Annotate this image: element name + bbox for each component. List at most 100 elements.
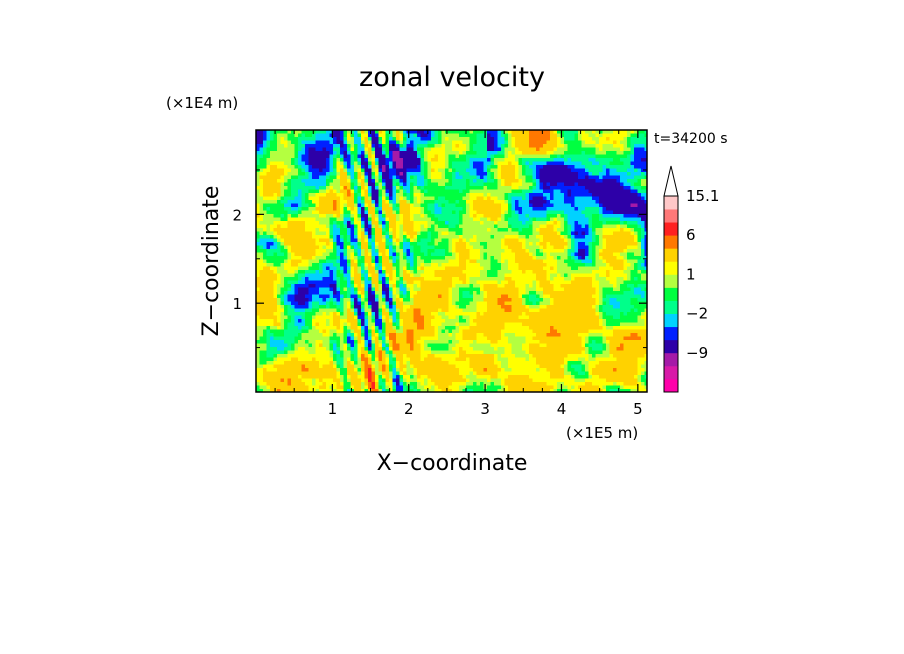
field-cell (340, 154, 344, 159)
field-cell (620, 301, 631, 306)
colorbar-label: −9 (686, 344, 708, 362)
field-cell (560, 231, 568, 236)
field-cell (287, 144, 295, 148)
field-cell (427, 189, 460, 194)
field-cell (336, 137, 341, 141)
field-cell (518, 238, 526, 243)
field-cell (315, 203, 320, 208)
field-cell (529, 315, 600, 320)
field-cell (375, 238, 383, 243)
field-cell (553, 221, 558, 225)
field-cell (298, 375, 302, 379)
colorbar-frame (663, 195, 679, 393)
field-cell (263, 266, 271, 271)
field-cell (420, 357, 425, 362)
field-cell (357, 294, 362, 299)
field-cell (343, 144, 348, 148)
field-cell (399, 182, 404, 187)
field-cell (270, 154, 295, 159)
field-cell (501, 242, 505, 246)
field-cell (403, 371, 407, 376)
field-cell (599, 298, 603, 302)
field-cell (424, 172, 428, 176)
field-cell (354, 186, 358, 190)
field-cell (560, 140, 565, 145)
field-cell (382, 357, 386, 362)
field-cell (375, 259, 379, 264)
field-cell (371, 214, 376, 218)
field-cell (578, 175, 586, 180)
field-cell (364, 375, 369, 379)
field-cell (469, 252, 481, 257)
field-cell (396, 312, 400, 316)
field-cell (487, 294, 502, 299)
field-cell (392, 137, 397, 141)
field-cell (564, 140, 582, 145)
field-cell (280, 175, 285, 180)
field-cell (385, 238, 390, 243)
field-cell (448, 333, 453, 337)
field-cell (606, 326, 614, 330)
field-cell (595, 151, 607, 155)
field-cell (350, 291, 355, 295)
field-cell (431, 378, 467, 383)
field-cell (399, 294, 404, 299)
field-cell (361, 235, 365, 239)
field-cell (298, 151, 306, 155)
field-cell (487, 137, 495, 141)
field-cell (546, 333, 561, 337)
field-cell (637, 235, 642, 239)
field-cell (532, 231, 540, 236)
field-cell (599, 361, 638, 365)
field-cell (410, 252, 414, 257)
field-cell (361, 291, 365, 295)
field-cell (385, 210, 393, 215)
field-cell (539, 238, 544, 243)
field-cell (592, 224, 603, 229)
field-cell (322, 364, 334, 369)
field-cell (518, 158, 523, 162)
field-cell (336, 280, 341, 285)
field-cell (277, 347, 285, 351)
field-cell (571, 273, 596, 278)
field-cell (354, 315, 358, 320)
field-cell (434, 354, 460, 358)
field-cell (564, 238, 568, 243)
field-cell (350, 301, 355, 306)
field-cell (641, 252, 645, 257)
field-cell (480, 284, 484, 288)
field-cell (420, 189, 425, 194)
field-cell (385, 280, 390, 285)
field-cell (455, 172, 460, 176)
field-cell (431, 161, 446, 166)
field-cell (525, 165, 530, 169)
field-cell (476, 196, 484, 201)
field-cell (480, 291, 484, 295)
field-cell (347, 326, 351, 330)
field-cell (469, 172, 477, 176)
field-cell (329, 168, 334, 173)
field-cell (417, 378, 425, 383)
field-cell (364, 144, 369, 148)
field-cell (592, 130, 596, 134)
field-cell (347, 179, 351, 183)
field-cell (256, 277, 278, 281)
field-cell (413, 368, 418, 372)
field-cell (378, 294, 383, 299)
field-cell (284, 172, 288, 176)
field-cell (543, 203, 554, 208)
field-cell (637, 130, 645, 134)
field-cell (280, 249, 288, 253)
field-cell (371, 147, 376, 152)
field-cell (459, 252, 470, 257)
field-cell (378, 333, 386, 337)
field-cell (385, 214, 397, 218)
field-cell (371, 375, 376, 379)
field-cell (522, 172, 526, 176)
field-cell (298, 158, 302, 162)
field-cell (641, 294, 645, 299)
field-cell (567, 242, 572, 246)
field-cell (294, 273, 299, 278)
field-cell (448, 315, 456, 320)
field-cell (606, 165, 631, 169)
